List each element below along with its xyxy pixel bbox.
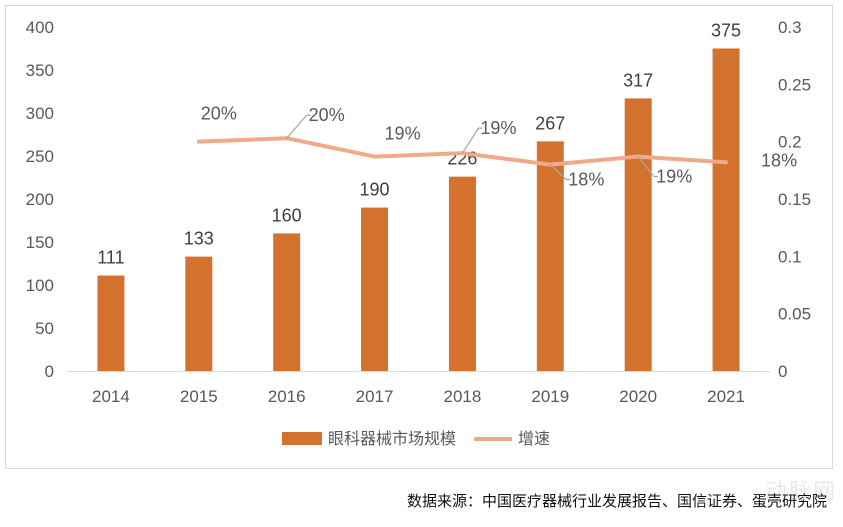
growth-value-label: 18% xyxy=(568,170,604,190)
y-left-tick-label: 400 xyxy=(26,18,54,37)
bar-value-label: 111 xyxy=(97,248,124,268)
legend-bar-swatch xyxy=(282,432,322,445)
x-tick-label: 2019 xyxy=(531,387,569,406)
bar-value-label: 267 xyxy=(535,113,565,133)
growth-value-label: 18% xyxy=(761,150,797,170)
y-left-tick-label: 0 xyxy=(45,362,54,381)
growth-value-label: 19% xyxy=(385,124,421,144)
y-left-tick-label: 100 xyxy=(26,276,54,295)
legend-line-label: 增速 xyxy=(518,429,550,448)
y-right-tick-label: 0 xyxy=(778,362,787,381)
bar-value-label: 375 xyxy=(711,21,741,41)
x-tick-label: 2020 xyxy=(619,387,657,406)
bar-value-label: 190 xyxy=(360,180,390,200)
bar xyxy=(712,48,740,371)
x-tick-label: 2021 xyxy=(707,387,745,406)
x-tick-label: 2018 xyxy=(444,387,482,406)
y-left-tick-label: 300 xyxy=(26,104,54,123)
y-right-tick-label: 0.3 xyxy=(778,18,802,37)
y-left-tick-label: 250 xyxy=(26,147,54,166)
y-right-tick-label: 0.1 xyxy=(778,247,802,266)
x-tick-label: 2017 xyxy=(356,387,394,406)
bar-value-label: 317 xyxy=(623,70,653,90)
bar xyxy=(97,275,125,371)
bar-value-label: 160 xyxy=(272,205,302,225)
y-right-tick-label: 0.15 xyxy=(778,190,811,209)
source-note: 数据来源：中国医疗器械行业发展报告、国信证券、蛋壳研究院 xyxy=(406,492,827,510)
bar xyxy=(536,141,564,371)
y-left-tick-label: 150 xyxy=(26,233,54,252)
x-tick-label: 2014 xyxy=(92,387,130,406)
growth-value-label: 20% xyxy=(201,104,237,124)
bar xyxy=(273,233,301,371)
bar xyxy=(361,207,389,371)
bar xyxy=(624,98,652,371)
growth-label-leader xyxy=(637,156,659,178)
growth-value-label: 19% xyxy=(480,118,516,138)
x-tick-label: 2016 xyxy=(268,387,306,406)
bar xyxy=(185,256,213,371)
bar-value-label: 133 xyxy=(184,229,214,249)
growth-label-leader xyxy=(461,127,483,154)
y-right-tick-label: 0.05 xyxy=(778,305,811,324)
growth-value-label: 20% xyxy=(309,105,345,125)
chart-frame xyxy=(5,5,833,469)
growth-label-leader xyxy=(286,114,311,139)
y-left-tick-label: 50 xyxy=(35,319,54,338)
growth-label-leader xyxy=(549,164,571,181)
watermark: 动脉网 xyxy=(764,480,837,505)
y-left-tick-label: 200 xyxy=(26,190,54,209)
growth-value-label: 19% xyxy=(656,167,692,187)
y-left-tick-label: 350 xyxy=(26,61,54,80)
y-right-tick-label: 0.2 xyxy=(778,133,802,152)
bar xyxy=(448,176,476,371)
legend-bar-label: 眼科器械市场规模 xyxy=(328,429,456,448)
y-right-tick-label: 0.25 xyxy=(778,75,811,94)
x-tick-label: 2015 xyxy=(180,387,218,406)
